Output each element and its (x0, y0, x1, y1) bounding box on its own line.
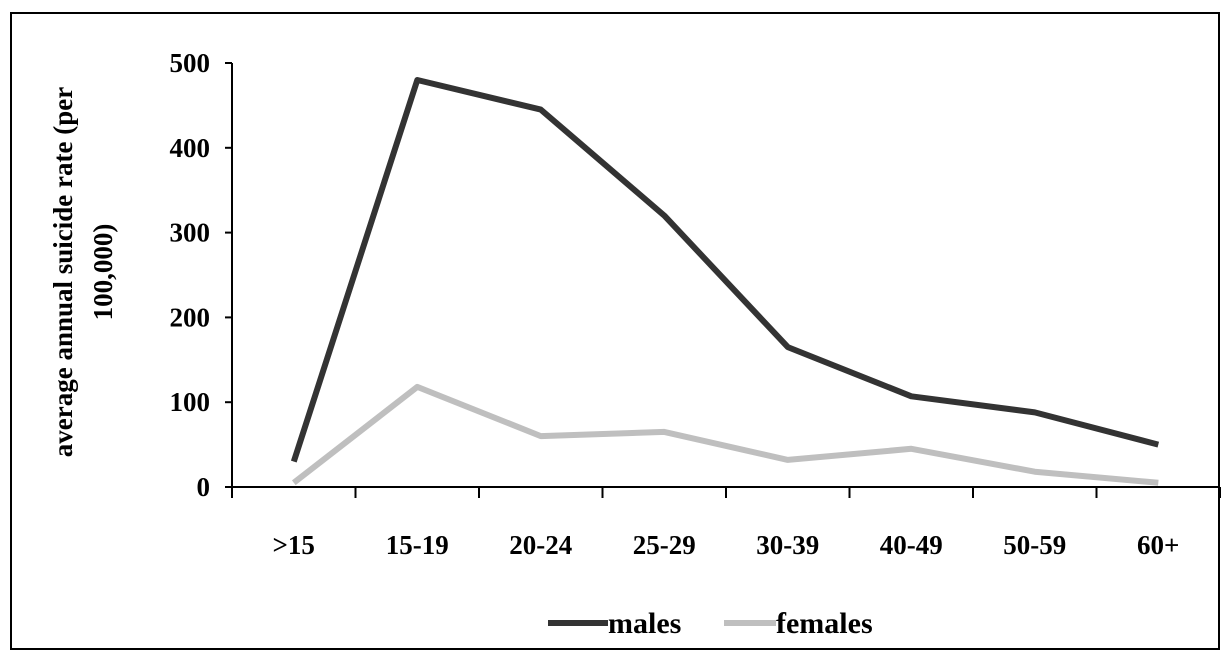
legend-label-females: females (776, 607, 873, 640)
y-axis-ticks: 0 100 200 300 400 500 (170, 48, 232, 502)
x-tick-label: >15 (273, 530, 315, 560)
x-axis-ticks: >15 15-19 20-24 25-29 30-39 40-49 50-59 60+ (231, 487, 1221, 560)
y-tick-label: 0 (197, 472, 211, 502)
y-axis-title-line-1: average annual suicide rate (per (48, 87, 78, 457)
y-tick-label: 500 (170, 48, 211, 78)
y-tick-label: 200 (170, 302, 211, 332)
x-tick-label: 40-49 (880, 530, 943, 560)
y-tick-label: 100 (170, 387, 211, 417)
x-tick-label: 15-19 (386, 530, 449, 560)
series-lines (290, 77, 1160, 486)
x-tick-label: 20-24 (509, 530, 572, 560)
chart-frame (10, 12, 1220, 650)
legend: males females (548, 607, 873, 640)
y-axis-title-line-2: 100,000) (88, 224, 118, 321)
y-tick-label: 300 (170, 218, 211, 248)
y-tick-label: 400 (170, 133, 211, 163)
x-tick-label: 30-39 (756, 530, 819, 560)
series-line-males (290, 77, 1160, 463)
y-axis-title: average annual suicide rate (per 100,000… (48, 87, 118, 457)
x-tick-label: 60+ (1137, 530, 1179, 560)
x-tick-label: 25-29 (633, 530, 696, 560)
x-tick-label: 50-59 (1003, 530, 1066, 560)
legend-label-males: males (608, 607, 681, 640)
series-line-females (291, 383, 1159, 486)
